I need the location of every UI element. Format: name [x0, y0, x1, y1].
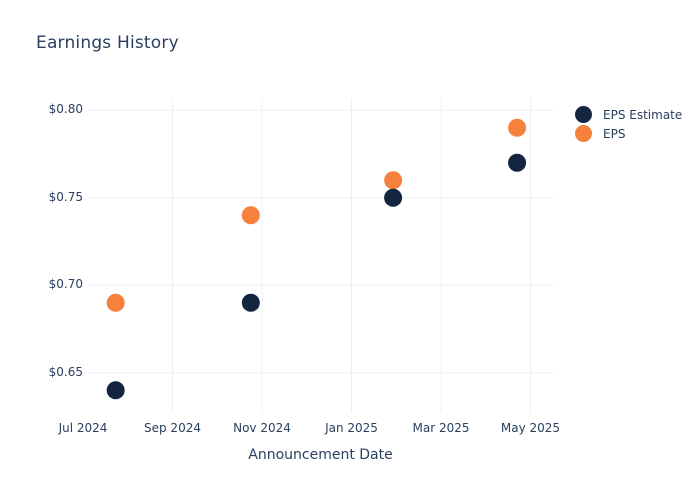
eps-point[interactable]	[106, 293, 125, 312]
eps-estimate-point[interactable]	[384, 188, 403, 207]
legend-item-eps-estimate[interactable]: EPS Estimate	[575, 106, 682, 123]
x-tick-label: May 2025	[500, 421, 561, 435]
eps-point[interactable]	[508, 118, 527, 137]
eps-estimate-marker-icon	[575, 106, 592, 123]
chart-title: Earnings History	[36, 33, 179, 53]
y-tick-label: $0.70	[48, 277, 83, 292]
x-tick-label: Mar 2025	[412, 421, 470, 435]
x-tick-label: Nov 2024	[233, 421, 291, 435]
x-axis-title: Announcement Date	[248, 447, 393, 463]
eps-marker-icon	[575, 125, 592, 142]
eps-estimate-point[interactable]	[241, 293, 260, 312]
legend: EPS Estimate EPS	[575, 106, 682, 142]
eps-estimate-point[interactable]	[508, 153, 527, 172]
y-tick-label: $0.75	[48, 189, 83, 204]
legend-item-eps[interactable]: EPS	[575, 125, 682, 142]
eps-point[interactable]	[384, 171, 403, 190]
legend-label-eps: EPS	[603, 126, 626, 141]
eps-estimate-point[interactable]	[106, 381, 125, 400]
y-tick-label: $0.65	[48, 364, 83, 379]
x-tick-label: Sep 2024	[144, 421, 201, 435]
x-tick-label: Jan 2025	[325, 421, 378, 435]
y-tick-label: $0.80	[48, 102, 83, 117]
x-tick-label: Jul 2024	[58, 421, 108, 435]
eps-point[interactable]	[241, 206, 260, 225]
legend-label-eps-estimate: EPS Estimate	[603, 107, 683, 122]
